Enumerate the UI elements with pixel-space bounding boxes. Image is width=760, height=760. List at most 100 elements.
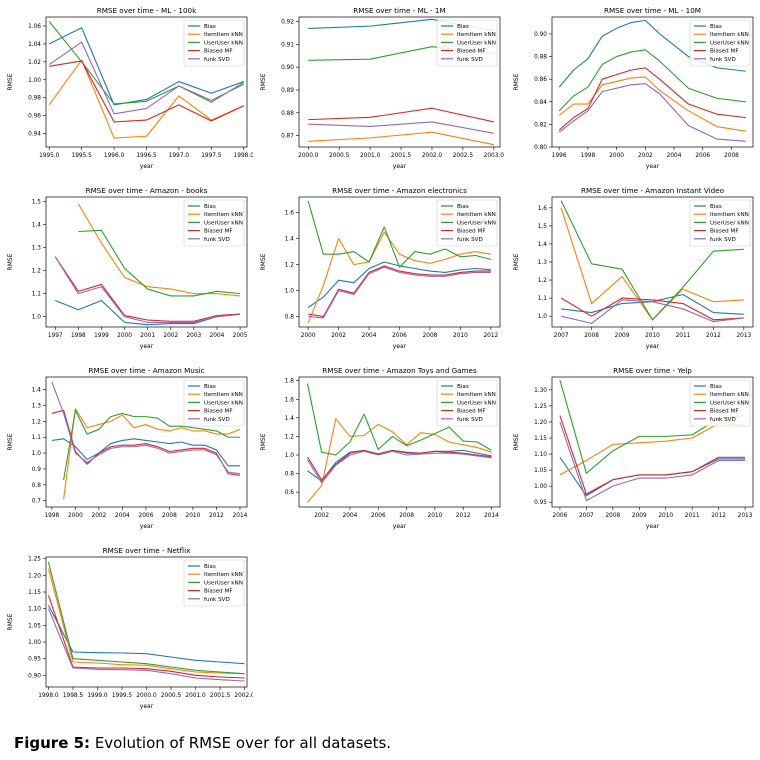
series-line-bias — [48, 27, 244, 106]
x-tick-label: 2000.5 — [161, 693, 182, 699]
y-tick-label: 1.10 — [534, 452, 547, 458]
legend-entry: ItemItem kNN — [710, 392, 749, 398]
y-axis-label: RMSE — [7, 253, 14, 270]
series-line-itemitem-knn — [47, 568, 245, 675]
x-tick-label: 2012 — [209, 513, 224, 519]
series-line-useruser-knn — [307, 200, 491, 268]
x-tick-label: 2002 — [163, 333, 178, 339]
legend-entry: ItemItem kNN — [457, 212, 496, 218]
y-tick-label: 1.06 — [28, 24, 41, 30]
legend-entry: UserUser kNN — [204, 580, 243, 586]
legend-entry: funk SVD — [204, 57, 230, 63]
x-axis-label: year — [393, 163, 407, 170]
series-line-itemitem-knn — [77, 203, 241, 297]
legend-entry: funk SVD — [457, 237, 483, 243]
x-tick-label: 2006 — [139, 513, 154, 519]
y-tick-label: 1.2 — [538, 278, 548, 284]
legend-entry: ItemItem kNN — [204, 32, 243, 38]
y-tick-label: 1.0 — [32, 315, 42, 321]
y-tick-label: 0.82 — [534, 122, 547, 128]
y-tick-label: 1.05 — [534, 468, 547, 474]
y-tick-label: 1.6 — [538, 206, 548, 212]
x-tick-label: 1995.5 — [72, 153, 93, 159]
legend: Bias ItemItem kNN UserUser kNN Biased MF fun… — [436, 199, 498, 247]
series-line-itemitem-knn — [307, 231, 491, 324]
legend: Bias ItemItem kNN UserUser kNN Biased MF fun… — [689, 379, 751, 427]
legend-entry: Bias — [710, 384, 722, 390]
y-tick-label: 0.6 — [285, 490, 295, 496]
legend-box — [436, 19, 498, 67]
x-tick-label: 2001.0 — [360, 153, 381, 159]
series-line-itemitem-knn — [48, 59, 244, 139]
chart-title: RMSE over time - Netflix — [103, 546, 191, 555]
y-tick-label: 1.4 — [32, 388, 42, 394]
legend-entry: ItemItem kNN — [204, 212, 243, 218]
series-line-funk-svd — [308, 266, 491, 319]
y-tick-label: 1.3 — [32, 404, 42, 410]
legend-entry: Bias — [204, 384, 216, 390]
legend-entry: ItemItem kNN — [204, 572, 243, 578]
y-axis-label: RMSE — [7, 433, 14, 450]
legend-entry: UserUser kNN — [710, 40, 749, 46]
y-tick-label: 0.7 — [32, 499, 42, 505]
series-line-useruser-knn — [78, 229, 241, 297]
plot-frame — [551, 16, 754, 148]
legend-entry: funk SVD — [457, 57, 483, 63]
legend-entry: UserUser kNN — [457, 220, 496, 226]
x-axis-label: year — [393, 343, 407, 350]
y-tick-label: 1.0 — [538, 314, 548, 320]
x-tick-label: 2001 — [140, 333, 155, 339]
x-tick-label: 2000.5 — [329, 153, 350, 159]
x-tick-label: 1998 — [44, 513, 59, 519]
x-tick-label: 2000.0 — [136, 693, 157, 699]
y-tick-label: 1.2 — [285, 434, 295, 440]
x-tick-label: 2006 — [553, 513, 568, 519]
chart-svg: RMSE over time - ML - 1M 2000.0 2000.5 2001… — [260, 6, 504, 170]
legend-entry: Bias — [457, 204, 469, 210]
y-tick-label: 1.30 — [534, 388, 547, 394]
y-axis-label: RMSE — [513, 433, 520, 450]
x-tick-label: 1999.0 — [87, 693, 108, 699]
x-tick-label: 2014 — [484, 513, 499, 519]
y-tick-label: 0.90 — [281, 65, 294, 71]
y-tick-label: 1.04 — [28, 42, 41, 48]
series-line-funk-svd — [559, 421, 746, 502]
legend-box — [436, 199, 498, 247]
y-tick-label: 0.9 — [32, 467, 42, 473]
y-tick-label: 1.4 — [285, 237, 295, 243]
series-line-bias — [559, 456, 746, 497]
figure-caption: Figure 5: Evolution of RMSE over for all… — [14, 734, 391, 752]
series-line-funk-svd — [48, 41, 245, 115]
y-axis-label: RMSE — [7, 613, 14, 630]
legend-entry: UserUser kNN — [204, 220, 243, 226]
y-tick-label: 1.2 — [32, 419, 42, 425]
y-tick-label: 0.88 — [534, 55, 547, 61]
x-tick-label: 2000.0 — [298, 153, 319, 159]
x-tick-label: 2010 — [186, 513, 201, 519]
series-line-bias — [51, 438, 240, 467]
y-tick-label: 0.96 — [28, 114, 41, 120]
y-tick-label: 1.1 — [32, 435, 42, 441]
chart-svg: RMSE over time - Amazon Music 1998 2000 200… — [7, 366, 248, 530]
chart-title: RMSE over time - Amazon - books — [86, 186, 208, 195]
chart-title: RMSE over time - ML - 100k — [97, 6, 197, 15]
x-tick-label: 2006 — [695, 153, 710, 159]
chart-svg: RMSE over time - Amazon - books 1997 1998 1… — [7, 186, 248, 350]
x-tick-label: 2010 — [645, 333, 660, 339]
y-tick-label: 1.1 — [538, 296, 548, 302]
x-tick-label: 1998.5 — [63, 693, 84, 699]
y-tick-label: 1.6 — [285, 397, 295, 403]
x-tick-label: 2008 — [162, 513, 177, 519]
legend-entry: UserUser kNN — [457, 400, 496, 406]
y-tick-label: 1.2 — [32, 269, 42, 275]
plot-frame — [551, 376, 754, 508]
x-tick-label: 2006 — [371, 513, 386, 519]
chart-svg: RMSE over time - Amazon electronics 2000 2… — [260, 186, 501, 350]
y-tick-label: 0.86 — [534, 77, 547, 83]
y-tick-label: 1.1 — [32, 292, 42, 298]
x-tick-label: 2008 — [605, 513, 620, 519]
x-tick-label: 1996 — [552, 153, 567, 159]
legend-entry: Biased MF — [710, 49, 739, 55]
x-tick-label: 1998 — [71, 333, 86, 339]
series-line-biased-mf — [54, 256, 241, 322]
